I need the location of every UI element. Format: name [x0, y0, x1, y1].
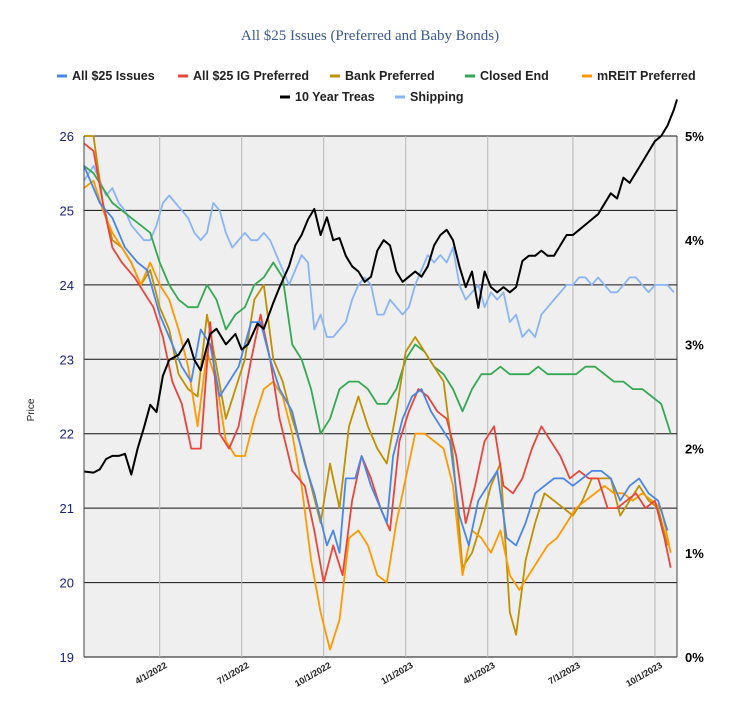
- series-line-bank-preferred: [84, 135, 669, 636]
- legend-label: mREIT Preferred: [597, 69, 696, 83]
- series-line-all-25-issues: [83, 165, 669, 554]
- y-tick-label: 22: [60, 427, 74, 442]
- legend-label: All $25 IG Preferred: [193, 69, 309, 83]
- legend-label: Closed End: [480, 69, 549, 83]
- series-line-mreit-preferred: [83, 179, 672, 651]
- series-line-closed-end: [83, 165, 672, 435]
- legend: All $25 Issues All $25 IG Preferred Bank P…: [57, 69, 696, 104]
- legend-label: Bank Preferred: [345, 69, 435, 83]
- y2-tick-label: 4%: [685, 233, 704, 248]
- legend-label: Shipping: [410, 90, 463, 104]
- y2-tick-label: 2%: [685, 442, 704, 457]
- y2-tick-label: 1%: [685, 546, 704, 561]
- y-tick-label: 24: [60, 278, 74, 293]
- legend-label: 10 Year Treas: [295, 90, 375, 104]
- y-tick-label: 20: [60, 576, 74, 591]
- y-axis-label: Price: [26, 398, 37, 421]
- plot-area: [84, 136, 677, 657]
- legend-label: All $25 Issues: [72, 69, 155, 83]
- chart-title: All $25 Issues (Preferred and Baby Bonds…: [241, 28, 499, 44]
- series-line-10-year-treas: [83, 99, 678, 476]
- y2-tick-label: 5%: [685, 129, 704, 144]
- y-tick-label: 23: [60, 352, 74, 367]
- series-lines: [83, 99, 678, 651]
- y-tick-label: 21: [60, 501, 74, 516]
- y-tick-label: 19: [60, 650, 74, 665]
- y2-tick-label: 3%: [685, 337, 704, 352]
- y-tick-label: 25: [60, 203, 74, 218]
- series-line-shipping: [83, 164, 675, 338]
- y-tick-label: 26: [60, 129, 74, 144]
- y2-tick-label: 0%: [685, 650, 704, 665]
